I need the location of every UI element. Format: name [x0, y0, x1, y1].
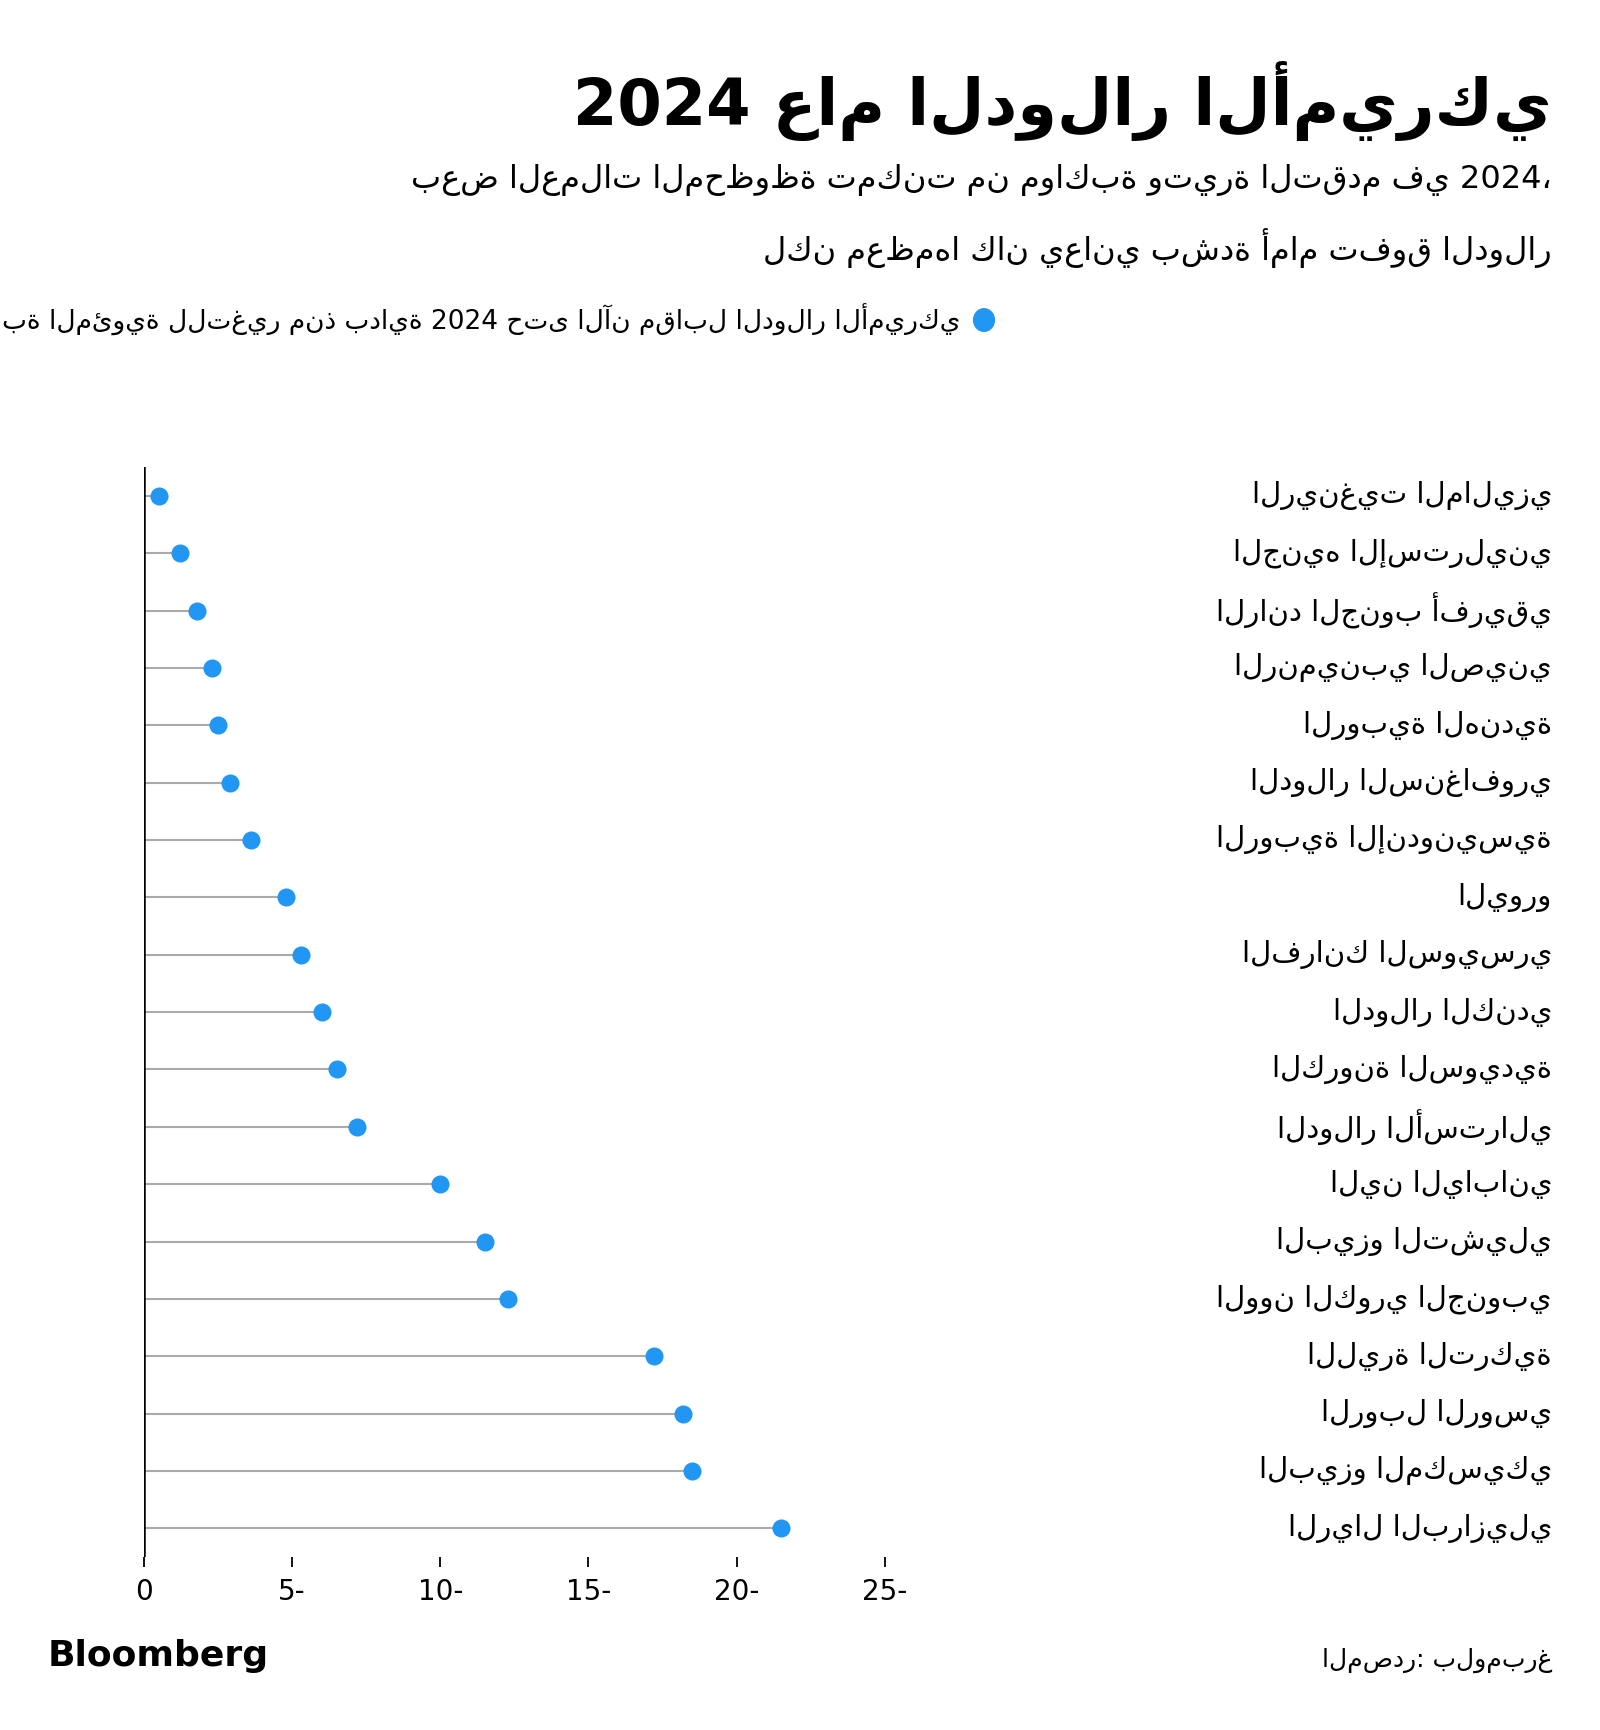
Text: الين الياباني: الين الياباني — [1330, 1169, 1552, 1199]
Text: Bloomberg: Bloomberg — [48, 1638, 269, 1673]
Text: الراند الجنوب أفريقي: الراند الجنوب أفريقي — [1216, 592, 1552, 628]
Text: الليرة التركية: الليرة التركية — [1307, 1342, 1552, 1370]
Text: الوون الكوري الجنوبي: الوون الكوري الجنوبي — [1216, 1284, 1552, 1313]
Text: النسبة المئوية للتغير منذ بداية 2024 حتى الآن مقابل الدولار الأميركي: النسبة المئوية للتغير منذ بداية 2024 حتى… — [0, 304, 960, 336]
Text: 2024 عام الدولار الأميركي: 2024 عام الدولار الأميركي — [573, 61, 1552, 140]
Text: الدولار الكندي: الدولار الكندي — [1333, 998, 1552, 1026]
Text: الدولار الأسترالي: الدولار الأسترالي — [1277, 1109, 1552, 1145]
Text: الرنمينبي الصيني: الرنمينبي الصيني — [1234, 654, 1552, 682]
Text: الروبل الروسي: الروبل الروسي — [1322, 1400, 1552, 1427]
Text: اليورو: اليورو — [1458, 882, 1552, 912]
Text: الروبية الإندونيسية: الروبية الإندونيسية — [1216, 825, 1552, 855]
Text: الروبية الهندية: الروبية الهندية — [1302, 711, 1552, 740]
Text: الفرانك السويسري: الفرانك السويسري — [1242, 939, 1552, 969]
Text: لكن معظمها كان يعاني بشدة أمام تفوق الدولار: لكن معظمها كان يعاني بشدة أمام تفوق الدو… — [763, 228, 1552, 268]
Text: الرينغيت الماليزي: الرينغيت الماليزي — [1251, 481, 1552, 510]
Text: المصدر: بلومبرغ: المصدر: بلومبرغ — [1322, 1647, 1552, 1673]
Text: بعض العملات المحظوظة تمكنت من مواكبة وتيرة التقدم في 2024،: بعض العملات المحظوظة تمكنت من مواكبة وتي… — [411, 164, 1552, 195]
Text: الجنيه الإسترليني: الجنيه الإسترليني — [1234, 538, 1552, 567]
Text: الدولار السنغافوري: الدولار السنغافوري — [1250, 768, 1552, 798]
Text: الكرونة السويدية: الكرونة السويدية — [1272, 1055, 1552, 1085]
Text: البيزو المكسيكي: البيزو المكسيكي — [1259, 1457, 1552, 1486]
Text: الريال البرازيلي: الريال البرازيلي — [1288, 1514, 1552, 1543]
Text: البيزو التشيلي: البيزو التشيلي — [1277, 1227, 1552, 1256]
